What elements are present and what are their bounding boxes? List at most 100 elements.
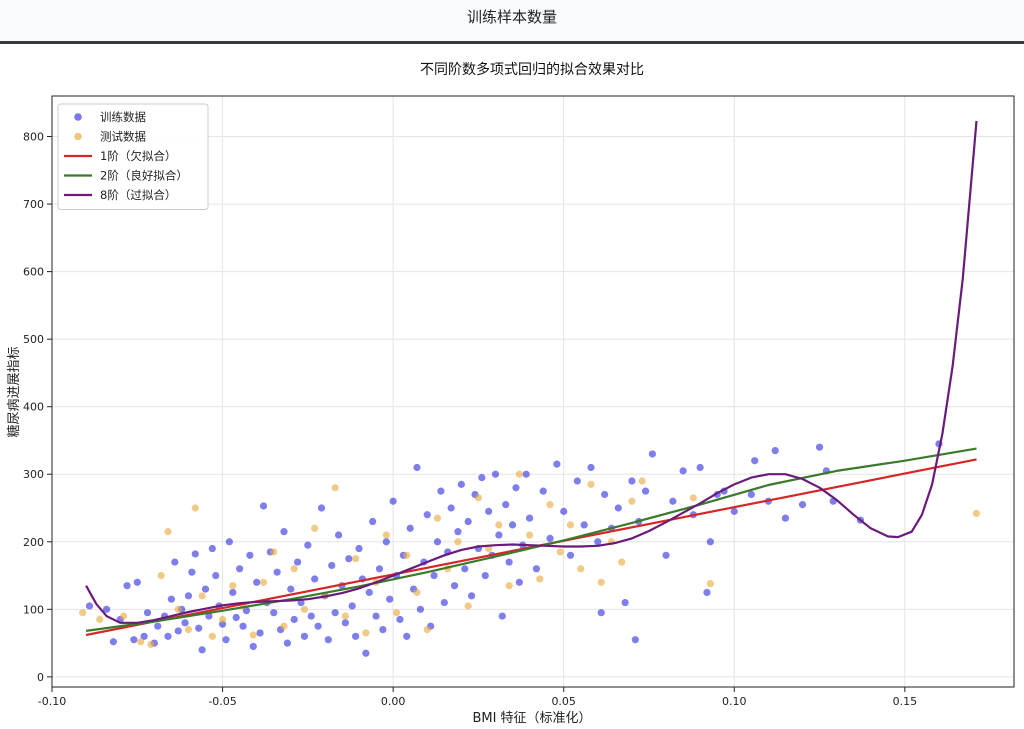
x-tick-label: 0.00: [381, 695, 406, 708]
scatter-point: [184, 625, 193, 634]
legend-item: 训练数据: [74, 110, 146, 124]
scatter-point: [96, 615, 104, 624]
scatter-point: [191, 550, 199, 558]
scatter-point: [198, 592, 206, 600]
scatter-point: [495, 531, 503, 539]
scatter-point: [781, 514, 790, 522]
y-tick-label: 400: [23, 401, 44, 414]
scatter-point: [972, 509, 981, 518]
scatter-point: [730, 507, 738, 515]
scatter-point: [212, 571, 220, 580]
scatter-point: [478, 474, 486, 482]
scatter-point: [508, 521, 517, 529]
scatter-point: [229, 588, 237, 597]
scatter-point: [157, 571, 165, 580]
scatter-point: [631, 636, 639, 644]
scatter-point: [481, 571, 489, 580]
fit-line: [85, 447, 977, 632]
scatter-point: [352, 632, 360, 640]
scatter-point: [300, 632, 309, 640]
scatter-point: [287, 585, 295, 593]
x-axis-title: BMI 特征（标准化）: [472, 711, 591, 726]
scatter-point: [232, 613, 240, 622]
scatter-point: [696, 463, 704, 472]
scatter-point: [382, 531, 390, 539]
scatter-point: [416, 605, 425, 613]
scatter-point: [539, 487, 547, 495]
scatter-point: [525, 514, 534, 522]
scatter-point: [566, 551, 575, 559]
scatter-point: [314, 622, 322, 630]
scatter-point: [747, 490, 755, 499]
y-tick-label: 200: [23, 536, 44, 549]
scatter-point: [154, 622, 162, 630]
scatter-series: [85, 440, 943, 657]
scatter-point: [689, 494, 697, 502]
scatter-point: [556, 548, 564, 556]
scatter-point: [249, 631, 257, 639]
chart: 不同阶数多项式回归的拟合效果对比 -0.10 -0.05 0.00 0.05 0.10 0…: [6, 61, 1015, 726]
scatter-point: [102, 605, 111, 613]
scatter-point: [191, 504, 199, 512]
scatter-point: [522, 470, 530, 478]
scatter-point: [304, 541, 312, 549]
scatter-point: [577, 565, 585, 573]
scatter-point: [587, 480, 595, 488]
scatter-point: [317, 504, 326, 512]
scatter-point: [334, 531, 343, 539]
scatter-point: [164, 632, 172, 640]
scatter-point: [703, 588, 711, 597]
scatter-point: [130, 636, 138, 644]
scatter-point: [597, 578, 605, 586]
scatter-point: [120, 612, 128, 620]
scatter-point: [246, 551, 254, 559]
scatter-point: [218, 615, 227, 624]
scatter-point: [628, 477, 636, 485]
scatter-point: [601, 490, 609, 499]
scatter-point: [396, 615, 404, 624]
x-tick-label: 0.05: [551, 695, 576, 708]
scatter-point: [109, 638, 118, 646]
scatter-point: [580, 521, 588, 529]
y-tick-label: 100: [23, 603, 44, 616]
scatter-point: [79, 609, 87, 617]
scatter-point: [433, 514, 442, 522]
scatter-point: [253, 578, 261, 586]
scatter-point: [386, 595, 394, 603]
scatter-point: [437, 487, 445, 495]
scatter-point: [290, 565, 298, 573]
legend-item: 测试数据: [74, 130, 146, 144]
scatter-series: [79, 470, 981, 649]
scatter-point: [331, 484, 339, 492]
scatter-point: [618, 558, 626, 566]
scatter-point: [798, 501, 807, 509]
scatter-point: [341, 619, 349, 627]
scatter-point: [525, 531, 534, 539]
scatter-point: [270, 548, 278, 556]
scatter-point: [174, 627, 182, 635]
scatter-point: [706, 538, 714, 546]
scatter-point: [669, 497, 677, 505]
axis-ticks: -0.10 -0.05 0.00 0.05 0.10 0.15 0 100 200 300 400 5…: [23, 131, 917, 708]
scatter-point: [423, 511, 431, 519]
window-header: 训练样本数量: [0, 0, 1024, 44]
scatter-point: [283, 639, 291, 647]
legend-label: 测试数据: [100, 130, 146, 144]
scatter-point: [362, 629, 370, 637]
scatter-point: [348, 602, 356, 610]
scatter-point: [249, 642, 257, 651]
scatter-point: [461, 565, 469, 573]
scatter-point: [369, 517, 377, 526]
scatter-point: [423, 625, 431, 634]
scatter-point: [270, 609, 278, 617]
legend-label: 8阶（过拟合）: [100, 188, 176, 202]
scatter-point: [85, 602, 94, 610]
scatter-point: [532, 565, 541, 573]
scatter-point: [259, 578, 268, 586]
scatter-point: [256, 629, 264, 637]
scatter-point: [454, 528, 462, 536]
scatter-point: [587, 463, 595, 472]
y-tick-label: 700: [23, 198, 44, 211]
scatter-point: [495, 521, 503, 529]
